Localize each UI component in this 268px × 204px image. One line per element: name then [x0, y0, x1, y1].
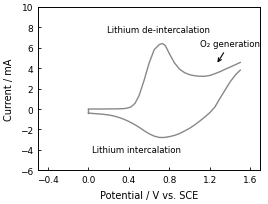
X-axis label: Potential / V vs. SCE: Potential / V vs. SCE — [100, 190, 198, 200]
Text: O₂ generation: O₂ generation — [200, 39, 260, 62]
Text: Lithium intercalation: Lithium intercalation — [92, 146, 181, 155]
Text: Lithium de-intercalation: Lithium de-intercalation — [107, 26, 210, 34]
Y-axis label: Current / mA: Current / mA — [4, 58, 14, 120]
